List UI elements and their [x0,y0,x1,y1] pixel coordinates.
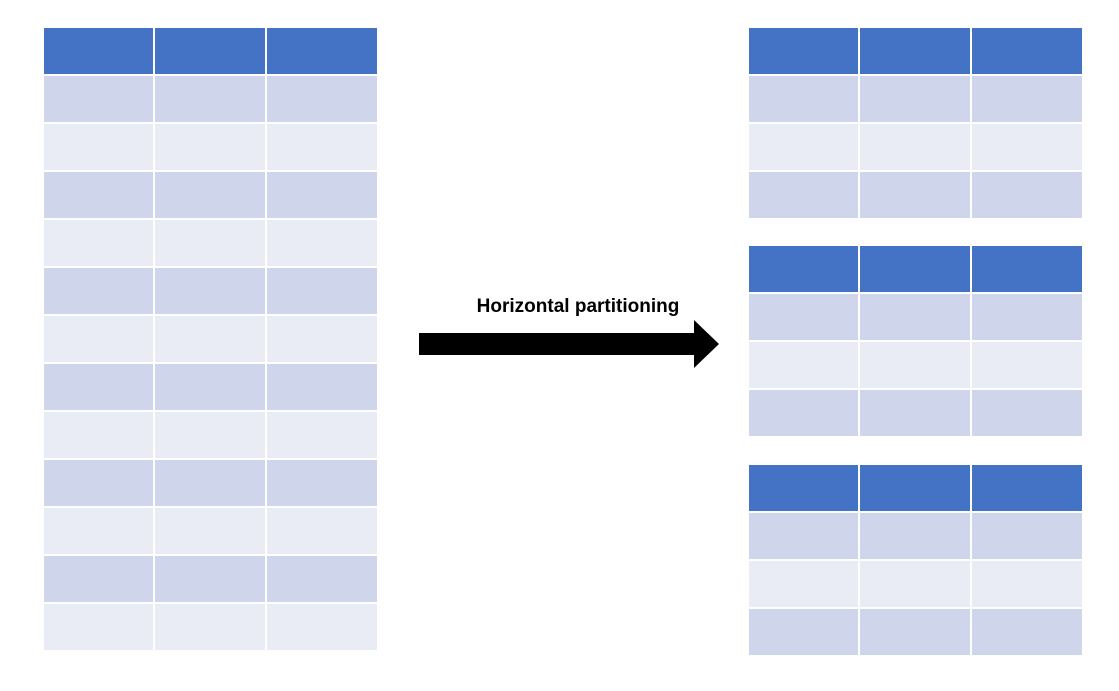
table-cell [155,316,265,362]
table-cell [972,342,1082,388]
table-cell [860,76,970,122]
table-cell [267,508,377,554]
header-cell [972,246,1082,292]
table-cell [972,76,1082,122]
source-table [44,28,377,650]
table-cell [860,513,970,559]
partition-table-1 [749,28,1082,218]
arrow-label: Horizontal partitioning [476,296,680,317]
table-cell [155,268,265,314]
header-cell [972,28,1082,74]
table-cell [749,561,858,607]
table-cell [155,220,265,266]
table-cell [44,556,153,602]
table-cell [749,76,858,122]
table-cell [44,364,153,410]
table-cell [267,460,377,506]
header-cell [860,465,970,511]
table-cell [860,294,970,340]
table-cell [267,76,377,122]
table-cell [44,460,153,506]
header-cell [749,28,858,74]
table-cell [44,604,153,650]
table-cell [749,390,858,436]
header-cell [267,28,377,74]
table-cell [44,412,153,458]
table-cell [44,220,153,266]
table-cell [749,294,858,340]
table-cell [749,172,858,218]
header-cell [749,246,858,292]
table-cell [972,513,1082,559]
header-cell [749,465,858,511]
table-cell [267,172,377,218]
table-cell [972,561,1082,607]
table-cell [267,124,377,170]
partition-table-3 [749,465,1082,655]
table-cell [155,412,265,458]
table-cell [155,556,265,602]
table-cell [267,412,377,458]
header-cell [860,246,970,292]
table-cell [267,556,377,602]
table-cell [860,172,970,218]
table-cell [860,124,970,170]
table-cell [267,316,377,362]
table-cell [155,124,265,170]
table-cell [267,220,377,266]
header-cell [972,465,1082,511]
table-cell [749,609,858,655]
table-cell [860,390,970,436]
table-cell [44,316,153,362]
table-cell [972,609,1082,655]
table-cell [972,390,1082,436]
table-cell [860,609,970,655]
table-cell [972,124,1082,170]
table-cell [749,124,858,170]
table-cell [155,508,265,554]
table-cell [155,460,265,506]
table-cell [44,172,153,218]
table-cell [860,561,970,607]
table-cell [155,172,265,218]
table-cell [267,604,377,650]
table-cell [267,268,377,314]
table-cell [972,294,1082,340]
table-cell [749,513,858,559]
partition-table-2 [749,246,1082,436]
header-cell [860,28,970,74]
table-cell [44,76,153,122]
table-cell [44,508,153,554]
table-cell [972,172,1082,218]
table-cell [155,76,265,122]
table-cell [155,364,265,410]
table-cell [155,604,265,650]
table-cell [44,124,153,170]
table-cell [749,342,858,388]
header-cell [44,28,153,74]
table-cell [44,268,153,314]
right-arrow-icon [419,320,719,368]
header-cell [155,28,265,74]
table-cell [860,342,970,388]
table-cell [267,364,377,410]
